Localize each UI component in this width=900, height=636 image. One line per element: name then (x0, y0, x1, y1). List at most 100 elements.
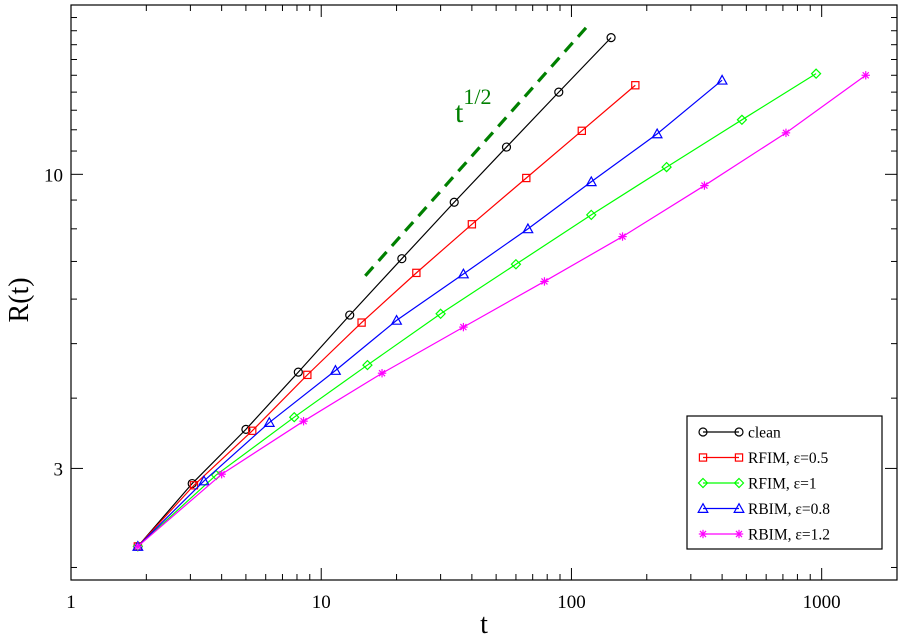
data-point-circle (606, 33, 616, 43)
data-point-star (459, 322, 468, 332)
data-point-square (698, 453, 708, 462)
x-tick-label: 100 (557, 592, 586, 613)
data-point-diamond (661, 161, 672, 173)
plot-frame (70, 4, 898, 581)
data-point-triangle (457, 267, 470, 279)
data-point-diamond (510, 258, 522, 270)
series-line (137, 37, 612, 547)
legend-label: clean (748, 425, 781, 442)
data-point-triangle (585, 175, 598, 187)
data-point-circle (734, 427, 744, 437)
series-1 (133, 81, 640, 551)
legend-items: clean RFIM, ε=0.5 RFIM, ε=1 RBIM, ε=0.8 RBIM… (697, 425, 830, 544)
series-line (137, 74, 867, 547)
legend: clean RFIM, ε=0.5 RFIM, ε=1 RBIM, ε=0.8 RBIM… (686, 415, 883, 550)
data-point-triangle (329, 364, 342, 375)
data-point-circle (554, 87, 564, 97)
legend-item: RBIM, ε=0.8 (697, 501, 830, 518)
data-point-circle (241, 424, 251, 434)
data-point-diamond (697, 477, 709, 489)
legend-label: RBIM, ε=0.8 (748, 501, 830, 518)
data-point-circle (501, 142, 512, 152)
data-point-square (631, 81, 640, 90)
data-point-star-stroke (541, 277, 548, 285)
slope-guide-label: t1/2 (455, 84, 491, 129)
x-axis-label: t (480, 609, 488, 636)
data-point-square (467, 220, 477, 229)
x-tick-label: 10 (312, 592, 331, 613)
slope-guide-base: t (455, 96, 464, 129)
series-line (137, 73, 817, 547)
y-tick-label: 10 (44, 165, 63, 186)
data-point-square (248, 426, 257, 435)
data-point-star (540, 277, 549, 286)
series-line (137, 79, 723, 547)
data-point-diamond (435, 308, 446, 320)
data-point-star-stroke (862, 71, 870, 79)
series-4 (133, 71, 870, 551)
data-point-square (189, 481, 199, 490)
data-point-diamond (362, 359, 373, 371)
annotation-layer: t1/2 (364, 25, 588, 277)
data-point-circle (345, 310, 355, 320)
data-point-circle (449, 197, 459, 207)
data-point-star (861, 71, 870, 80)
series-3 (132, 74, 728, 551)
data-point-triangle (263, 416, 276, 427)
series-line (137, 84, 636, 547)
data-point-star-stroke (134, 542, 142, 550)
data-point-square (734, 453, 744, 462)
data-point-triangle (651, 127, 663, 139)
data-point-star (618, 232, 627, 241)
data-point-star-stroke (459, 323, 467, 331)
data-point-circle (397, 254, 407, 264)
data-point-triangle (733, 502, 745, 513)
data-point-circle (293, 367, 303, 377)
data-point-triangle (198, 474, 210, 486)
data-point-star-stroke (218, 470, 226, 478)
x-tick-label: 1000 (803, 592, 841, 613)
data-point-star (781, 128, 791, 138)
ticks-layer: 1 10 100 1000 3 10 (44, 5, 898, 613)
data-point-star-stroke (782, 129, 790, 137)
data-point-square (303, 370, 312, 380)
legend-label: RBIM, ε=1.2 (748, 527, 830, 544)
data-point-star (133, 542, 143, 551)
data-point-star-stroke (735, 530, 743, 538)
y-tick-label: 3 (54, 459, 64, 480)
data-point-star (377, 369, 387, 378)
y-axis-label: R(t) (4, 277, 35, 322)
data-point-triangle (716, 74, 728, 85)
data-point-star-stroke (700, 182, 708, 190)
data-point-diamond (585, 209, 597, 221)
data-point-star-stroke (619, 233, 626, 241)
x-tick-label: 1 (66, 592, 76, 613)
legend-item: RFIM, ε=0.5 (698, 450, 829, 467)
slope-guide-exponent: 1/2 (463, 84, 491, 109)
data-point-star (299, 416, 308, 426)
data-point-star (698, 529, 708, 539)
legend-item: RFIM, ε=1 (697, 476, 817, 493)
data-point-diamond (132, 541, 144, 552)
data-point-star (734, 529, 744, 539)
data-point-diamond (736, 114, 748, 126)
data-point-square (412, 268, 421, 278)
data-point-triangle (697, 502, 709, 513)
data-point-triangle (390, 314, 403, 325)
data-point-star-stroke (378, 369, 386, 377)
data-point-diamond (288, 411, 300, 423)
legend-label: RFIM, ε=1 (748, 476, 817, 493)
data-point-star-stroke (300, 417, 308, 425)
data-point-star (700, 181, 709, 190)
legend-item: clean (698, 425, 781, 442)
legend-label: RFIM, ε=0.5 (748, 450, 829, 467)
data-point-diamond (810, 68, 822, 79)
data-point-star-stroke (699, 530, 707, 538)
series-0 (133, 33, 616, 552)
data-point-diamond (733, 477, 745, 489)
data-point-circle (698, 427, 708, 437)
legend-item: RBIM, ε=1.2 (698, 527, 830, 544)
slope-guide-line (364, 25, 588, 277)
data-point-square (577, 126, 587, 136)
